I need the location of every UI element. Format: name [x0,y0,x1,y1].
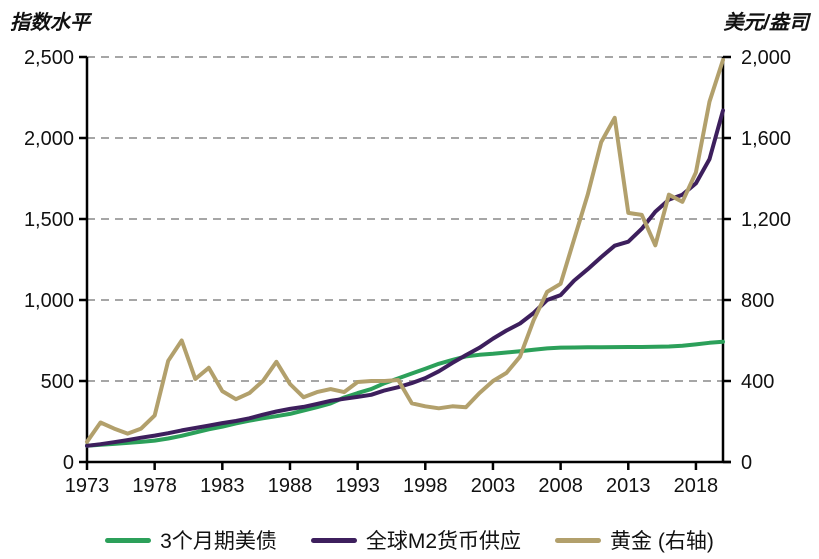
y-tick-label-left: 2,000 [24,128,74,150]
x-tick-label: 1998 [403,475,448,497]
legend-swatch-gold-icon [555,537,602,543]
right-axis-title: 美元/盎司 [723,12,809,34]
y-tick-label-right: 1,200 [741,209,791,231]
legend-label-gold: 黄金 (右轴) [610,530,714,553]
series-line-gold [85,58,725,444]
x-tick-label: 1993 [335,475,380,497]
y-tick-label-left: 0 [63,452,74,474]
x-tick-label: 1988 [268,475,313,497]
y-tick-label-left: 500 [41,371,74,393]
series-line-m2 [85,108,725,448]
y-tick-label-right: 0 [741,452,752,474]
y-tick-label-right: 400 [741,371,774,393]
legend-label-treasury: 3个月期美债 [160,530,277,553]
y-tick-label-left: 1,000 [24,290,74,312]
x-tick-label: 2003 [471,475,516,497]
x-tick-label: 1978 [132,475,177,497]
y-tick-label-right: 800 [741,290,774,312]
legend-swatch-m2-icon [310,537,357,543]
x-tick-label: 1983 [200,475,245,497]
x-tick-label: 2018 [674,475,719,497]
series-line-treasury [85,339,725,448]
legend: 3个月期美债 全球M2货币供应 黄金 (右轴) [0,524,819,556]
legend-item-m2: 全球M2货币供应 [310,525,522,555]
legend-item-treasury: 3个月期美债 [105,525,277,555]
legend-swatch-treasury-icon [105,537,152,543]
legend-label-m2: 全球M2货币供应 [365,530,522,553]
y-tick-label-left: 1,500 [24,209,74,231]
y-tick-label-left: 2,500 [24,47,74,69]
x-tick-label: 1973 [65,475,110,497]
y-tick-label-right: 2,000 [741,47,791,69]
y-tick-label-right: 1,600 [741,128,791,150]
x-tick-label: 2008 [538,475,583,497]
legend-item-gold: 黄金 (右轴) [555,525,714,555]
x-tick-label: 2013 [606,475,651,497]
left-axis-title: 指数水平 [10,12,90,34]
